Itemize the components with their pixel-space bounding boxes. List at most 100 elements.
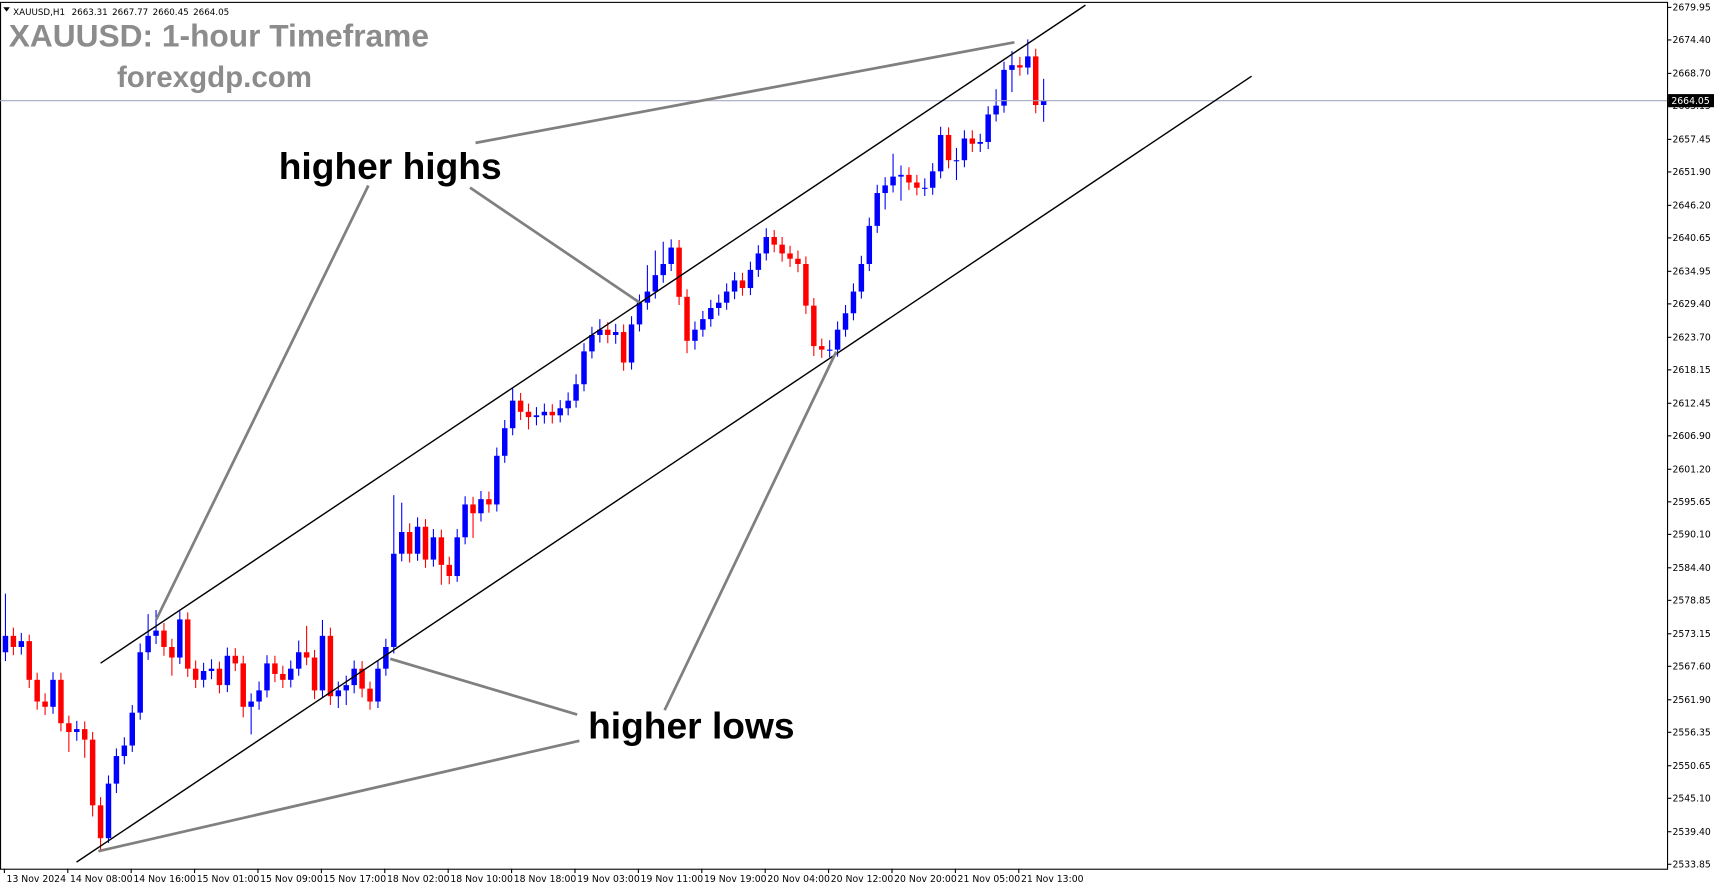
x-tick-label: 21 Nov 05:00 — [958, 874, 1021, 885]
candle-body — [470, 504, 476, 514]
candle-body — [494, 455, 500, 505]
pointer-line — [663, 351, 838, 711]
candle-body — [200, 671, 207, 680]
y-tick-label: 2618.15 — [1672, 365, 1710, 376]
candle-body — [549, 411, 556, 416]
candle-body — [145, 635, 151, 653]
candle-body — [42, 701, 48, 707]
candle-body — [612, 332, 619, 335]
y-tick-label: 2657.45 — [1672, 135, 1710, 146]
candle-body — [858, 263, 865, 292]
candle-body — [708, 307, 714, 320]
x-tick-label: 20 Nov 20:00 — [894, 874, 957, 885]
y-tick-label: 2674.40 — [1672, 35, 1710, 46]
candle-body — [264, 663, 270, 691]
y-tick-label: 2629.40 — [1672, 299, 1710, 310]
channel-upper — [100, 4, 1086, 664]
candle-body — [422, 526, 429, 560]
candle-body — [446, 564, 453, 577]
candle-body — [430, 537, 437, 560]
candle-body — [771, 237, 777, 245]
candle-body — [747, 269, 754, 289]
candle-body — [192, 668, 199, 680]
pointers — [98, 40, 1015, 853]
candle-body — [383, 646, 389, 669]
candle-body — [993, 105, 999, 115]
candle-body — [169, 646, 175, 658]
candle-body — [573, 384, 579, 401]
axes: 2679.952674.402668.702663.152657.452651.… — [3, 3, 1714, 885]
candle-body — [628, 324, 635, 363]
candle-body — [272, 663, 278, 674]
candle-body — [185, 619, 191, 669]
candle-body — [597, 329, 603, 335]
candle-body — [715, 302, 722, 308]
price-tag-label: 2664.05 — [1671, 96, 1709, 107]
candle-body — [74, 729, 80, 733]
header-high: 2667.77 — [112, 8, 148, 18]
candle-body — [224, 655, 231, 686]
candle-body — [10, 635, 17, 647]
x-tick-label: 19 Nov 03:00 — [577, 874, 640, 885]
candle-body — [1025, 56, 1031, 68]
candle-body — [161, 630, 167, 647]
candle-body — [652, 275, 659, 292]
y-tick-label: 2573.15 — [1672, 629, 1710, 640]
candle-body — [256, 690, 262, 702]
candle-body — [367, 688, 373, 702]
pointer-line — [389, 657, 578, 716]
candle-body — [137, 652, 143, 713]
header-info: XAUUSD,H1 2663.31 2667.77 2660.45 2664.05 — [13, 8, 229, 18]
candle-body — [541, 411, 548, 416]
header-open: 2663.31 — [72, 8, 108, 18]
candle-body — [898, 174, 904, 177]
candle-body — [565, 400, 571, 409]
candle-body — [755, 253, 762, 270]
y-tick-label: 2595.65 — [1672, 497, 1710, 508]
candle-body — [89, 739, 96, 806]
y-tick-label: 2545.10 — [1672, 794, 1710, 805]
candle-body — [414, 526, 421, 554]
candle-body — [398, 532, 405, 554]
candle-body — [605, 329, 611, 335]
candle-body — [295, 652, 302, 669]
header-low: 2660.45 — [153, 8, 189, 18]
y-tick-label: 2612.45 — [1672, 399, 1710, 410]
candle-body — [517, 400, 524, 412]
candle-body — [739, 280, 746, 289]
candle-body — [700, 319, 706, 330]
annotation: higher highs — [279, 145, 502, 187]
candle-body — [216, 668, 223, 686]
candle-body — [803, 263, 809, 306]
candle-body — [557, 408, 563, 416]
y-tick-label: 2533.85 — [1672, 860, 1710, 871]
candle-body — [834, 329, 841, 350]
candle-body — [826, 349, 833, 351]
candle-body — [795, 258, 801, 264]
candle-body — [280, 673, 286, 680]
x-tick-label: 20 Nov 12:00 — [831, 874, 894, 885]
candle-body — [97, 805, 104, 839]
pointer-line — [469, 186, 641, 304]
candle-body — [589, 334, 595, 352]
candle-body — [288, 668, 294, 680]
candle-body — [26, 641, 32, 680]
y-tick-label: 2550.65 — [1672, 761, 1710, 772]
y-tick-label: 2606.90 — [1672, 431, 1710, 442]
x-tick-label: 15 Nov 09:00 — [260, 874, 323, 885]
y-tick-label: 2578.85 — [1672, 596, 1710, 607]
candle-body — [620, 332, 627, 363]
candle-body — [375, 668, 381, 702]
candle-body — [105, 783, 112, 839]
candle-body — [335, 690, 342, 697]
candle-body — [668, 247, 674, 264]
y-tick-label: 2584.40 — [1672, 563, 1710, 574]
header-close: 2664.05 — [193, 8, 229, 18]
candle-body — [723, 291, 730, 303]
candle-body — [874, 193, 880, 226]
candle-body — [819, 346, 825, 350]
channel-lower — [76, 75, 1253, 863]
pointer-line — [98, 739, 580, 853]
